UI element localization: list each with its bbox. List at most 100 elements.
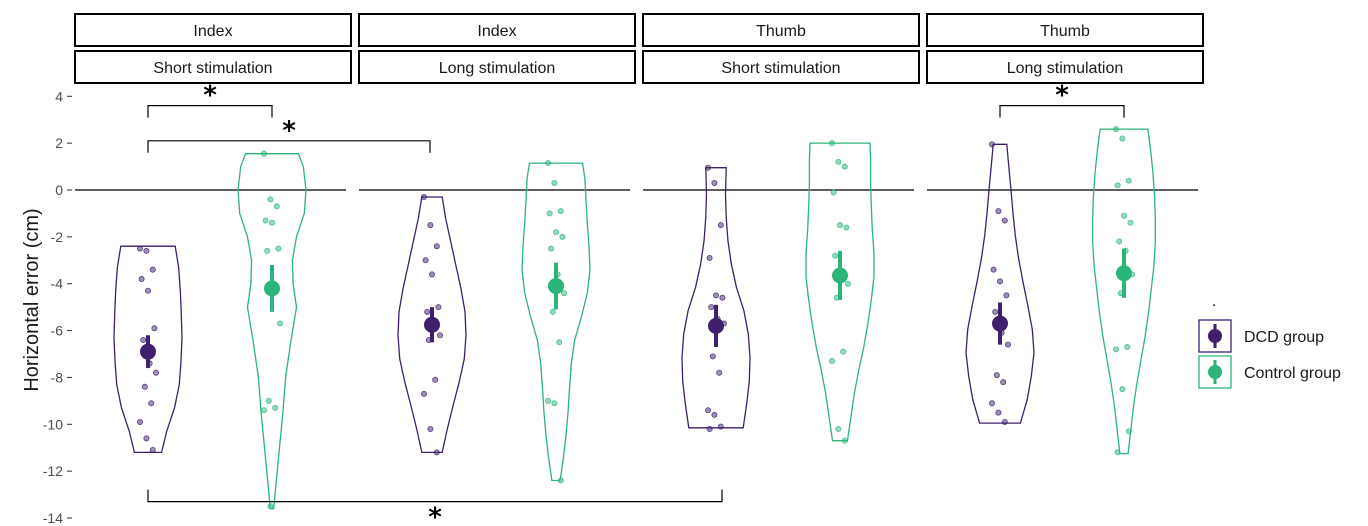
y-axis-label: Horizontal error (cm) — [21, 208, 43, 391]
data-point — [545, 160, 552, 167]
data-point — [1125, 428, 1132, 435]
data-point — [556, 339, 563, 346]
legend-key-dot — [1208, 365, 1222, 379]
data-point — [136, 418, 143, 425]
strip-condition-box — [926, 50, 1204, 84]
data-point — [264, 247, 271, 254]
legend-label: DCD group — [1244, 329, 1324, 346]
data-point — [705, 407, 712, 414]
legend-label: Control group — [1244, 365, 1341, 382]
plot-panels — [75, 126, 1198, 510]
data-point — [140, 336, 147, 343]
data-point — [1003, 292, 1010, 299]
data-point — [548, 245, 555, 252]
data-point — [1119, 135, 1126, 142]
data-point — [260, 407, 267, 414]
data-point — [1005, 341, 1012, 348]
y-tick-label: 4 — [55, 88, 63, 104]
data-point — [551, 400, 558, 407]
data-point — [427, 222, 434, 229]
data-point — [1121, 212, 1128, 219]
data-point — [708, 304, 715, 311]
data-point — [841, 163, 848, 170]
data-point — [138, 276, 145, 283]
data-point — [832, 252, 839, 259]
data-point — [705, 164, 712, 171]
significance-bracket — [147, 489, 723, 503]
data-point — [144, 287, 151, 294]
data-point — [841, 437, 848, 444]
data-point — [265, 397, 272, 404]
data-point — [273, 203, 280, 210]
data-point — [706, 425, 713, 432]
significance-bracket — [147, 105, 273, 118]
data-point — [151, 325, 158, 332]
data-point — [549, 308, 556, 315]
violin-outline — [237, 153, 307, 510]
data-point — [422, 257, 429, 264]
data-point — [709, 353, 716, 360]
mean-point — [992, 315, 1008, 332]
mean-point — [424, 316, 440, 333]
data-point — [141, 383, 148, 390]
data-point — [835, 425, 842, 432]
data-point — [845, 280, 852, 287]
violin-outline — [805, 142, 875, 442]
y-tick-label: -10 — [43, 416, 63, 432]
data-point — [267, 503, 274, 510]
data-point — [267, 196, 274, 203]
significance-star: * — [282, 116, 296, 146]
data-point — [1113, 126, 1120, 133]
violin-outline — [113, 245, 183, 454]
mean-point — [708, 317, 724, 334]
strip-finger-box — [926, 13, 1204, 47]
data-point — [149, 266, 156, 273]
data-point — [262, 217, 269, 224]
data-point — [1125, 177, 1132, 184]
data-point — [1001, 217, 1008, 224]
strip-finger-label: Thumb — [756, 23, 806, 40]
y-tick-label: -14 — [43, 510, 63, 526]
data-point — [432, 376, 439, 383]
mean-point — [264, 280, 280, 297]
strip-finger-box — [642, 13, 920, 47]
y-axis: Horizontal error (cm) 4 2 0 -2 -4 -6 -8 -10 -12 -… — [21, 88, 72, 526]
data-point — [989, 141, 996, 148]
data-point — [143, 247, 150, 254]
data-point — [829, 358, 836, 365]
data-point — [561, 290, 568, 297]
strip-finger-label: Index — [477, 23, 516, 40]
data-point — [557, 208, 564, 215]
data-point — [840, 348, 847, 355]
data-point — [717, 423, 724, 430]
legend-key-dot — [1208, 329, 1222, 343]
strip-finger-label: Index — [193, 23, 232, 40]
data-point — [1116, 238, 1123, 245]
strip-condition-label: Short stimulation — [721, 60, 840, 77]
legend: . DCD group Control group — [1198, 293, 1341, 389]
data-point — [995, 409, 1002, 416]
data-point — [837, 222, 844, 229]
data-point — [1000, 379, 1007, 386]
data-point — [830, 189, 837, 196]
data-point — [420, 194, 427, 201]
data-point — [148, 400, 155, 407]
data-point — [136, 245, 143, 252]
data-point — [995, 208, 1002, 215]
strip-condition-box — [642, 50, 920, 84]
strip-finger-box — [358, 13, 636, 47]
data-point — [424, 308, 431, 315]
panel — [359, 160, 630, 484]
y-tick-label: -6 — [51, 323, 64, 339]
mean-point — [140, 343, 156, 360]
data-point — [420, 390, 427, 397]
strip-finger-label: Thumb — [1040, 23, 1090, 40]
data-point — [719, 294, 726, 301]
y-tick-label: -2 — [51, 229, 64, 245]
mean-point — [1116, 265, 1132, 282]
significance-bracket — [147, 140, 431, 153]
data-point — [428, 271, 435, 278]
significance-star: * — [428, 503, 442, 526]
panel — [927, 126, 1198, 456]
